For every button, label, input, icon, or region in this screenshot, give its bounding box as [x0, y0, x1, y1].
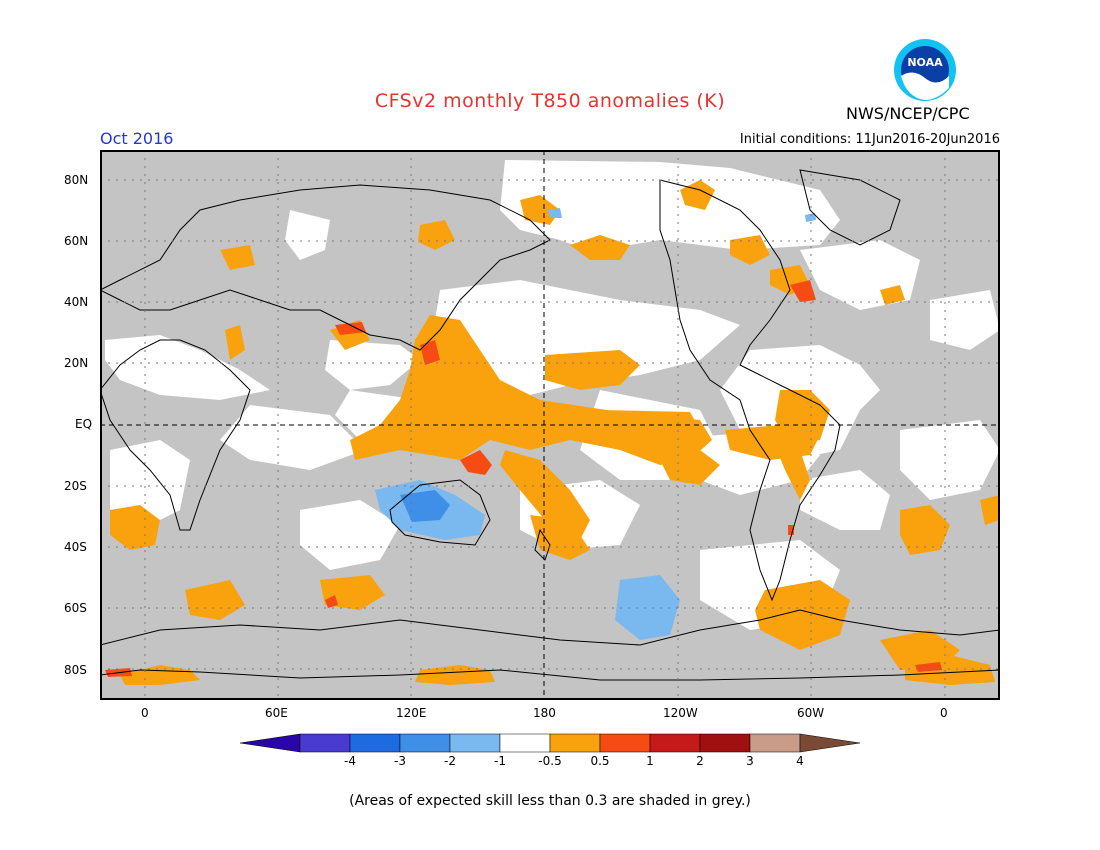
- warm-anomaly-regions: [110, 180, 1000, 685]
- strong-warm-regions: [105, 280, 942, 677]
- lon-label: 0: [940, 706, 948, 720]
- anomaly-map: [100, 150, 1000, 700]
- lat-label: 60N: [64, 234, 89, 248]
- skill-note: (Areas of expected skill less than 0.3 a…: [349, 793, 751, 809]
- coastlines: [100, 169, 1000, 681]
- lon-label: 120W: [663, 706, 698, 720]
- colorbar-tick-label: -1: [494, 754, 506, 768]
- colorbar-tick-label: -2: [444, 754, 456, 768]
- colorbar-segment: [749, 733, 801, 753]
- graticule: [100, 150, 1000, 700]
- map-frame: [100, 150, 1000, 700]
- valid-month: Oct 2016: [100, 129, 174, 148]
- colorbar-tick-label: 2: [696, 754, 704, 768]
- map-title: CFSv2 monthly T850 anomalies (K): [374, 90, 726, 112]
- lat-label: 80N: [64, 173, 89, 187]
- logo-text: NOAA: [907, 56, 943, 69]
- colorbar-segment: [599, 733, 651, 753]
- colorbar-tick-label: -0.5: [538, 754, 562, 768]
- colorbar-tick-label: 0.5: [590, 754, 610, 768]
- lat-label: 20S: [64, 479, 87, 493]
- lon-label: 180: [533, 706, 556, 720]
- lat-label: EQ: [75, 417, 93, 431]
- lon-label: 120E: [396, 706, 427, 720]
- initial-conditions: Initial conditions: 11Jun2016-20Jun2016: [739, 132, 1000, 147]
- lat-label: 20N: [64, 356, 89, 370]
- lat-label: 60S: [64, 601, 87, 615]
- colorbar-segment: [349, 733, 401, 753]
- colorbar-tick-label: 1: [646, 754, 654, 768]
- lat-label: 40S: [64, 540, 87, 554]
- colorbar: [240, 733, 860, 753]
- colorbar-segment: [549, 733, 601, 753]
- colorbar-segment: [499, 733, 551, 753]
- lon-label: 0: [141, 706, 149, 720]
- colorbar-segment: [449, 733, 501, 753]
- colorbar-segment: [399, 733, 451, 753]
- noaa-logo: NOAA: [893, 38, 957, 102]
- colorbar-tick-label: -4: [344, 754, 356, 768]
- lat-label: 80S: [64, 663, 87, 677]
- colorbar-tick-label: 4: [796, 754, 804, 768]
- colorbar-segment: [299, 733, 351, 753]
- reference-lines: [100, 150, 1000, 700]
- colorbar-cap-high: [799, 733, 860, 753]
- colorbar-tick-label: -3: [394, 754, 406, 768]
- colorbar-segment: [649, 733, 701, 753]
- colorbar-segment: [699, 733, 751, 753]
- lon-label: 60W: [797, 706, 825, 720]
- lon-label: 60E: [265, 706, 288, 720]
- agency-label: NWS/NCEP/CPC: [846, 104, 970, 123]
- colorbar-cap-low: [240, 733, 301, 753]
- colorbar-tick-label: 3: [746, 754, 754, 768]
- lat-label: 40N: [64, 295, 89, 309]
- strong-cool-regions: [400, 490, 450, 522]
